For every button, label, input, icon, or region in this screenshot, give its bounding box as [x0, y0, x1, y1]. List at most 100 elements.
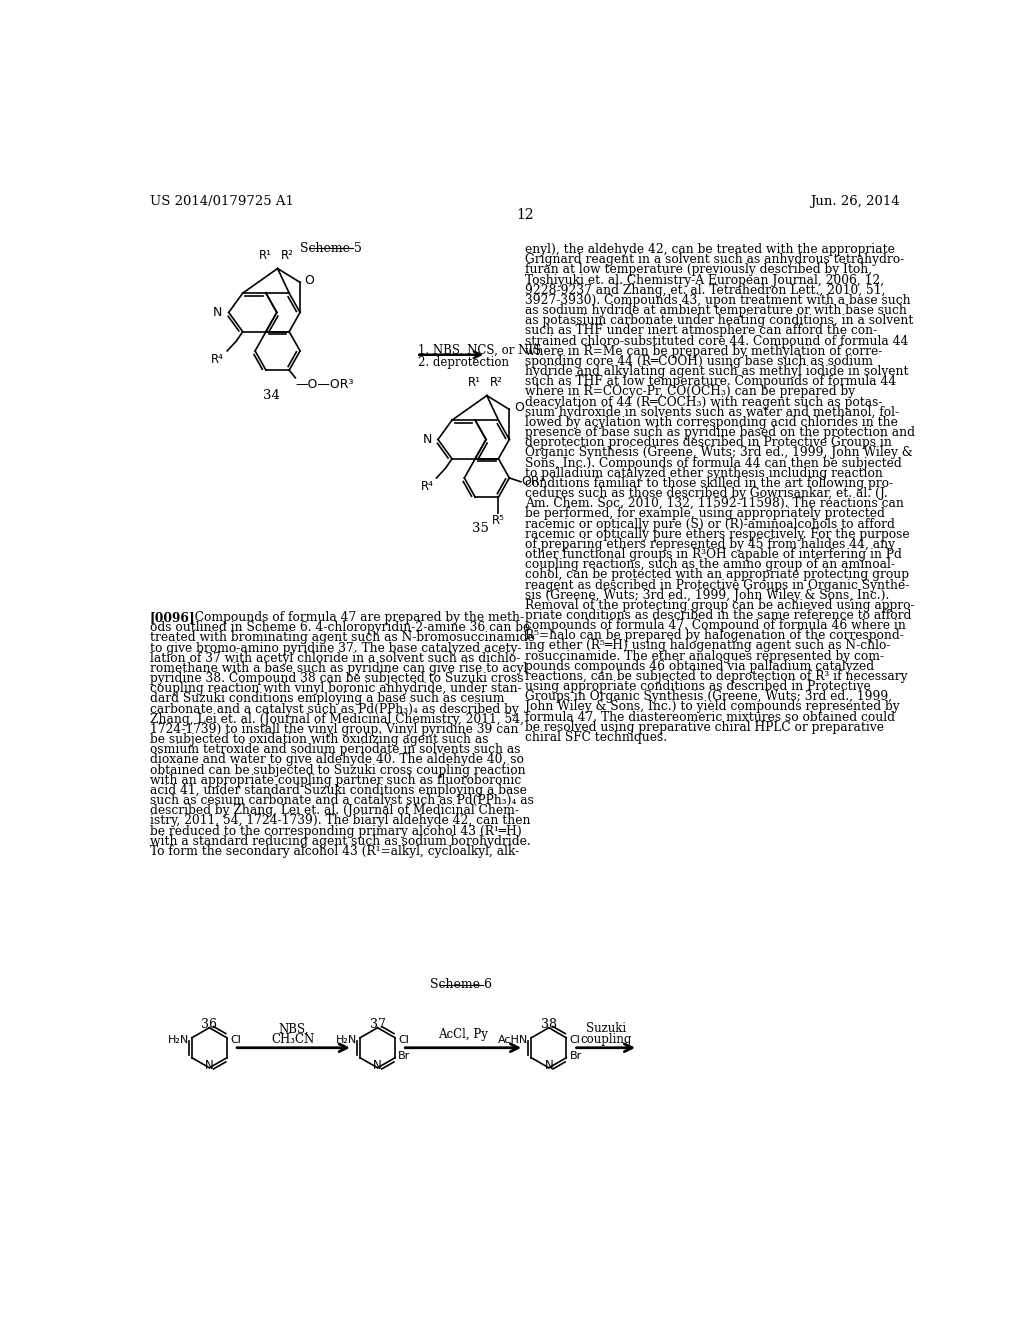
Text: Cl: Cl	[230, 1035, 241, 1044]
Text: acid 41, under standard Suzuki conditions employing a base: acid 41, under standard Suzuki condition…	[150, 784, 526, 797]
Text: deprotection procedures described in Protective Groups in: deprotection procedures described in Pro…	[524, 436, 892, 449]
Text: as potassium carbonate under heating conditions, in a solvent: as potassium carbonate under heating con…	[524, 314, 913, 327]
Text: treated with brominating agent such as N-bromosuccinamide: treated with brominating agent such as N…	[150, 631, 535, 644]
Text: R⁵: R⁵	[492, 515, 505, 527]
Text: N: N	[373, 1060, 382, 1072]
Text: Toshiyuki et. al. Chemistry-A European Journal, 2006, 12,: Toshiyuki et. al. Chemistry-A European J…	[524, 273, 884, 286]
Text: carbonate and a catalyst such as Pd(PPh₃)₄ as described by: carbonate and a catalyst such as Pd(PPh₃…	[150, 702, 518, 715]
Text: romethane with a base such as pyridine can give rise to acyl: romethane with a base such as pyridine c…	[150, 663, 527, 675]
Text: Zhang, Lei et. al. (Journal of Medicinal Chemistry, 2011, 54,: Zhang, Lei et. al. (Journal of Medicinal…	[150, 713, 523, 726]
Text: John Wiley & Sons, Inc.) to yield compounds represented by: John Wiley & Sons, Inc.) to yield compou…	[524, 701, 899, 714]
Text: furan at low temperature (previously described by Itoh,: furan at low temperature (previously des…	[524, 264, 871, 276]
Text: be performed, for example, using appropriately protected: be performed, for example, using appropr…	[524, 507, 885, 520]
Text: other functional groups in R³OH capable of interfering in Pd: other functional groups in R³OH capable …	[524, 548, 902, 561]
Text: strained chloro-substituted core 44. Compound of formula 44: strained chloro-substituted core 44. Com…	[524, 334, 908, 347]
Text: AcCl, Py: AcCl, Py	[438, 1028, 488, 1040]
Text: where in R=COcyc-Pr, CO(OCH₃) can be prepared by: where in R=COcyc-Pr, CO(OCH₃) can be pre…	[524, 385, 855, 399]
Text: 1724-1739) to install the vinyl group. Vinyl pyridine 39 can: 1724-1739) to install the vinyl group. V…	[150, 723, 518, 737]
Text: reagent as described in Protective Groups in Organic Synthe-: reagent as described in Protective Group…	[524, 578, 909, 591]
Text: O: O	[305, 275, 314, 288]
Text: Br: Br	[569, 1051, 582, 1061]
Text: such as THF under inert atmosphere can afford the con-: such as THF under inert atmosphere can a…	[524, 325, 877, 338]
Text: sium hydroxide in solvents such as water and methanol, fol-: sium hydroxide in solvents such as water…	[524, 405, 899, 418]
Text: Jun. 26, 2014: Jun. 26, 2014	[810, 195, 900, 209]
Text: dard Suzuki conditions employing a base such as cesium: dard Suzuki conditions employing a base …	[150, 693, 504, 705]
Text: Groups in Organic Synthesis (Greene, Wuts; 3rd ed., 1999,: Groups in Organic Synthesis (Greene, Wut…	[524, 690, 892, 704]
Text: lation of 37 with acetyl chloride in a solvent such as dichlo-: lation of 37 with acetyl chloride in a s…	[150, 652, 520, 665]
Text: 12: 12	[516, 209, 534, 223]
Text: be resolved using preparative chiral HPLC or preparative: be resolved using preparative chiral HPL…	[524, 721, 884, 734]
Text: cohol, can be protected with an appropriate protecting group: cohol, can be protected with an appropri…	[524, 569, 909, 581]
Text: hydride and alkylating agent such as methyl iodide in solvent: hydride and alkylating agent such as met…	[524, 366, 908, 378]
Text: such as cesium carbonate and a catalyst such as Pd(PPh₃)₄ as: such as cesium carbonate and a catalyst …	[150, 795, 534, 807]
Text: To form the secondary alcohol 43 (R¹=alkyl, cycloalkyl, alk-: To form the secondary alcohol 43 (R¹=alk…	[150, 845, 519, 858]
Text: conditions familiar to those skilled in the art following pro-: conditions familiar to those skilled in …	[524, 477, 893, 490]
Text: Cl: Cl	[569, 1035, 581, 1044]
Text: priate conditions as described in the same reference to afford: priate conditions as described in the sa…	[524, 609, 911, 622]
Text: pounds compounds 46 obtained via palladium catalyzed: pounds compounds 46 obtained via palladi…	[524, 660, 873, 673]
Text: deacylation of 44 (R═COCH₃) with reagent such as potas-: deacylation of 44 (R═COCH₃) with reagent…	[524, 396, 883, 409]
Text: enyl), the aldehyde 42, can be treated with the appropriate: enyl), the aldehyde 42, can be treated w…	[524, 243, 895, 256]
Text: AcHN: AcHN	[498, 1035, 528, 1044]
Text: 35: 35	[472, 521, 489, 535]
Text: sponding core 44 (R═COOH) using base such as sodium: sponding core 44 (R═COOH) using base suc…	[524, 355, 872, 368]
Text: N: N	[213, 306, 222, 319]
Text: coupling: coupling	[581, 1034, 632, 1047]
Text: Br: Br	[398, 1051, 411, 1061]
Text: NBS,: NBS,	[279, 1023, 308, 1035]
Text: pyridine 38. Compound 38 can be subjected to Suzuki cross: pyridine 38. Compound 38 can be subjecte…	[150, 672, 523, 685]
Text: N: N	[205, 1060, 214, 1072]
Text: Compounds of formula 47 are prepared by the meth-: Compounds of formula 47 are prepared by …	[187, 611, 524, 624]
Text: R⁴: R⁴	[421, 480, 433, 494]
Text: R¹: R¹	[258, 249, 271, 263]
Text: to give bromo-amino pyridine 37. The base catalyzed acety-: to give bromo-amino pyridine 37. The bas…	[150, 642, 521, 655]
Text: US 2014/0179725 A1: US 2014/0179725 A1	[150, 195, 294, 209]
Text: where in R=Me can be prepared by methylation of corre-: where in R=Me can be prepared by methyla…	[524, 345, 882, 358]
Text: formula 47. The diastereomeric mixtures so obtained could: formula 47. The diastereomeric mixtures …	[524, 710, 895, 723]
Text: Scheme 5: Scheme 5	[300, 242, 362, 255]
Text: istry, 2011, 54, 1724-1739). The biaryl aldehyde 42, can then: istry, 2011, 54, 1724-1739). The biaryl …	[150, 814, 530, 828]
Text: [0096]: [0096]	[150, 611, 196, 624]
Text: Organic Synthesis (Greene, Wuts; 3rd ed., 1999, John Wiley &: Organic Synthesis (Greene, Wuts; 3rd ed.…	[524, 446, 912, 459]
Text: R²: R²	[489, 376, 503, 389]
Text: obtained can be subjected to Suzuki cross coupling reaction: obtained can be subjected to Suzuki cros…	[150, 763, 525, 776]
Text: be subjected to oxidation with oxidizing agent such as: be subjected to oxidation with oxidizing…	[150, 733, 488, 746]
Text: Removal of the protecting group can be achieved using appro-: Removal of the protecting group can be a…	[524, 599, 914, 612]
Text: racemic or optically pure (S) or (R)-aminoalcohols to afford: racemic or optically pure (S) or (R)-ami…	[524, 517, 895, 531]
Text: 1. NBS, NCS, or NIS: 1. NBS, NCS, or NIS	[418, 345, 541, 356]
Text: dioxane and water to give aldehyde 40. The aldehyde 40, so: dioxane and water to give aldehyde 40. T…	[150, 754, 523, 767]
Text: Am. Chem. Soc. 2010, 132, 11592-11598). The reactions can: Am. Chem. Soc. 2010, 132, 11592-11598). …	[524, 498, 903, 511]
Text: 34: 34	[263, 389, 280, 403]
Text: 3927-3930). Compounds 43, upon treatment with a base such: 3927-3930). Compounds 43, upon treatment…	[524, 294, 910, 308]
Text: racemic or optically pure ethers respectively. For the purpose: racemic or optically pure ethers respect…	[524, 528, 909, 541]
Text: with an appropriate coupling partner such as fluoroboronic: with an appropriate coupling partner suc…	[150, 774, 521, 787]
Text: presence of base such as pyridine based on the protection and: presence of base such as pyridine based …	[524, 426, 914, 440]
Text: CH₃CN: CH₃CN	[271, 1034, 315, 1047]
Text: N: N	[423, 433, 432, 446]
Text: R⁵=halo can be prepared by halogenation of the correspond-: R⁵=halo can be prepared by halogenation …	[524, 630, 903, 643]
Text: Sons, Inc.). Compounds of formula 44 can then be subjected: Sons, Inc.). Compounds of formula 44 can…	[524, 457, 901, 470]
Text: such as THF at low temperature. Compounds of formula 44: such as THF at low temperature. Compound…	[524, 375, 896, 388]
Text: Cl: Cl	[398, 1035, 409, 1044]
Text: ods outlined in Scheme 6. 4-chloropyridin-2-amine 36 can be: ods outlined in Scheme 6. 4-chloropyridi…	[150, 622, 530, 635]
Text: R²: R²	[281, 249, 294, 263]
Text: R¹: R¹	[468, 376, 480, 389]
Text: 37: 37	[370, 1019, 385, 1031]
Text: R⁴: R⁴	[211, 354, 224, 366]
Text: of preparing ethers represented by 45 from halides 44, any: of preparing ethers represented by 45 fr…	[524, 537, 895, 550]
Text: N: N	[545, 1060, 553, 1072]
Text: Grignard reagent in a solvent such as anhydrous tetrahydro-: Grignard reagent in a solvent such as an…	[524, 253, 904, 267]
Text: rosuccinamide. The ether analogues represented by com-: rosuccinamide. The ether analogues repre…	[524, 649, 884, 663]
Text: H₂N: H₂N	[336, 1035, 357, 1044]
Text: as sodium hydride at ambient temperature or with base such: as sodium hydride at ambient temperature…	[524, 304, 906, 317]
Text: H₂N: H₂N	[168, 1035, 188, 1044]
Text: Scheme 6: Scheme 6	[430, 978, 493, 991]
Text: 9228-9237 and Zhang, et. al. Tetrahedron Lett., 2010, 51,: 9228-9237 and Zhang, et. al. Tetrahedron…	[524, 284, 885, 297]
Text: using appropriate conditions as described in Protective: using appropriate conditions as describe…	[524, 680, 870, 693]
Text: with a standard reducing agent such as sodium borohydride.: with a standard reducing agent such as s…	[150, 834, 530, 847]
Text: coupling reactions, such as the amino group of an aminoal-: coupling reactions, such as the amino gr…	[524, 558, 895, 572]
Text: 2. deprotection: 2. deprotection	[418, 355, 509, 368]
Text: compounds of formula 47. Compound of formula 46 where in: compounds of formula 47. Compound of for…	[524, 619, 905, 632]
Text: described by Zhang, Lei et. al. (Journal of Medicinal Chem-: described by Zhang, Lei et. al. (Journal…	[150, 804, 519, 817]
Text: coupling reaction with vinyl boronic anhydride, under stan-: coupling reaction with vinyl boronic anh…	[150, 682, 521, 696]
